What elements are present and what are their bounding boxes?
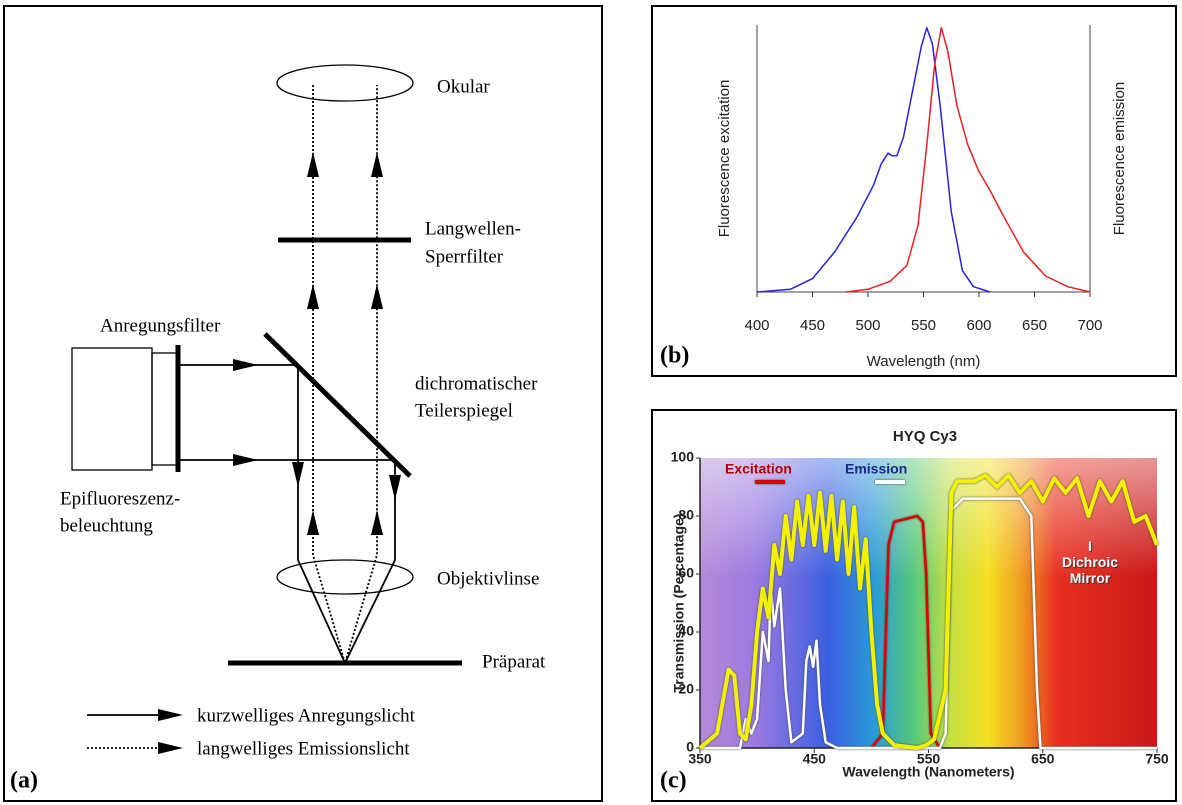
label: Anregungsfilter — [100, 315, 221, 336]
series-line — [700, 497, 1157, 750]
y-tick-label: 0 — [686, 739, 694, 755]
y-tick-label: 20 — [678, 681, 694, 697]
excitation-path — [180, 364, 396, 666]
x-tick-label: 750 — [1145, 751, 1169, 767]
x-tick-label: 550 — [917, 751, 941, 767]
arrowheads — [158, 152, 401, 754]
objective-lens — [276, 559, 414, 595]
label: dichromatischer — [415, 373, 538, 394]
diagram — [71, 64, 462, 749]
x-tick-label: 650 — [1031, 751, 1055, 767]
label: Sperrfilter — [425, 246, 504, 267]
y-axis-label: Transmission (Percentage) — [671, 514, 687, 693]
series-line — [756, 26, 991, 293]
x-tick-label: 700 — [1077, 317, 1102, 334]
label: Langwellen- — [425, 218, 521, 239]
x-tick-label: 650 — [1022, 317, 1047, 334]
arrowhead — [158, 709, 183, 721]
label: Teilerspiegel — [415, 400, 513, 421]
emission-path — [312, 85, 378, 667]
label: Epifluoreszenz- — [60, 488, 180, 509]
label: Objektivlinse — [437, 568, 539, 589]
eyepiece-lens — [276, 64, 414, 102]
dichroic-mirror — [263, 332, 412, 478]
label: Präparat — [482, 651, 546, 672]
arrowhead — [233, 454, 258, 466]
x-tick-label: 600 — [966, 317, 991, 334]
panel-frame — [651, 5, 1177, 377]
y-tick-label: 100 — [671, 449, 695, 465]
arrowhead — [307, 284, 319, 309]
arrowhead — [233, 359, 258, 371]
arrowhead — [307, 152, 319, 177]
panel-label: (a) — [10, 768, 38, 794]
y-axis-label: Fluorescence excitation — [716, 80, 733, 238]
annotation: I Dichroic Mirror — [1050, 538, 1130, 586]
y-tick-label: 40 — [678, 623, 694, 639]
pointer: I — [1088, 538, 1092, 554]
arrowhead — [307, 510, 319, 535]
label: beleuchtung — [60, 515, 153, 536]
x-tick-label: 350 — [688, 751, 712, 767]
legend-label: kurzwelliges Anregungslicht — [197, 705, 416, 726]
lamp-house — [71, 347, 153, 471]
collector — [151, 352, 179, 466]
y-tick-label: 60 — [678, 565, 694, 581]
series-line — [845, 26, 1091, 293]
x-tick-label: 450 — [800, 317, 825, 334]
panel-label: (b) — [660, 343, 689, 369]
series-label: Dichroic Mirror — [1061, 554, 1118, 586]
x-tick-label: 400 — [744, 317, 769, 334]
x-tick-label: 550 — [911, 317, 936, 334]
x-axis-label: Wavelength (Nanometers) — [842, 764, 1014, 780]
legend-label: Excitation — [725, 461, 792, 477]
arrowhead — [371, 510, 383, 535]
arrowhead — [158, 742, 183, 754]
legend-label: Emission — [845, 461, 907, 477]
y-tick-label: 80 — [678, 507, 694, 523]
x-axis-label: Wavelength (nm) — [867, 353, 981, 370]
axes-b — [756, 25, 1091, 293]
panel-label: (c) — [660, 768, 687, 794]
series-line — [870, 514, 941, 749]
arrowhead — [371, 284, 383, 309]
panel-frame — [651, 409, 1177, 802]
x-tick-label: 450 — [803, 751, 827, 767]
arrowhead — [371, 152, 383, 177]
y2-axis-label: Fluorescence emission — [1111, 82, 1128, 235]
chart-title: HYQ Cy3 — [893, 428, 957, 445]
diagram-labels: Okular Langwellen- Sperrfilter Anregungs… — [10, 76, 546, 793]
legend-label: langwelliges Emissionslicht — [197, 738, 410, 759]
arrowhead — [292, 462, 304, 487]
x-tick-label: 500 — [855, 317, 880, 334]
arrowhead — [389, 475, 401, 500]
label: Okular — [437, 76, 490, 97]
series-line — [698, 473, 1159, 750]
panel-frame — [3, 5, 603, 802]
